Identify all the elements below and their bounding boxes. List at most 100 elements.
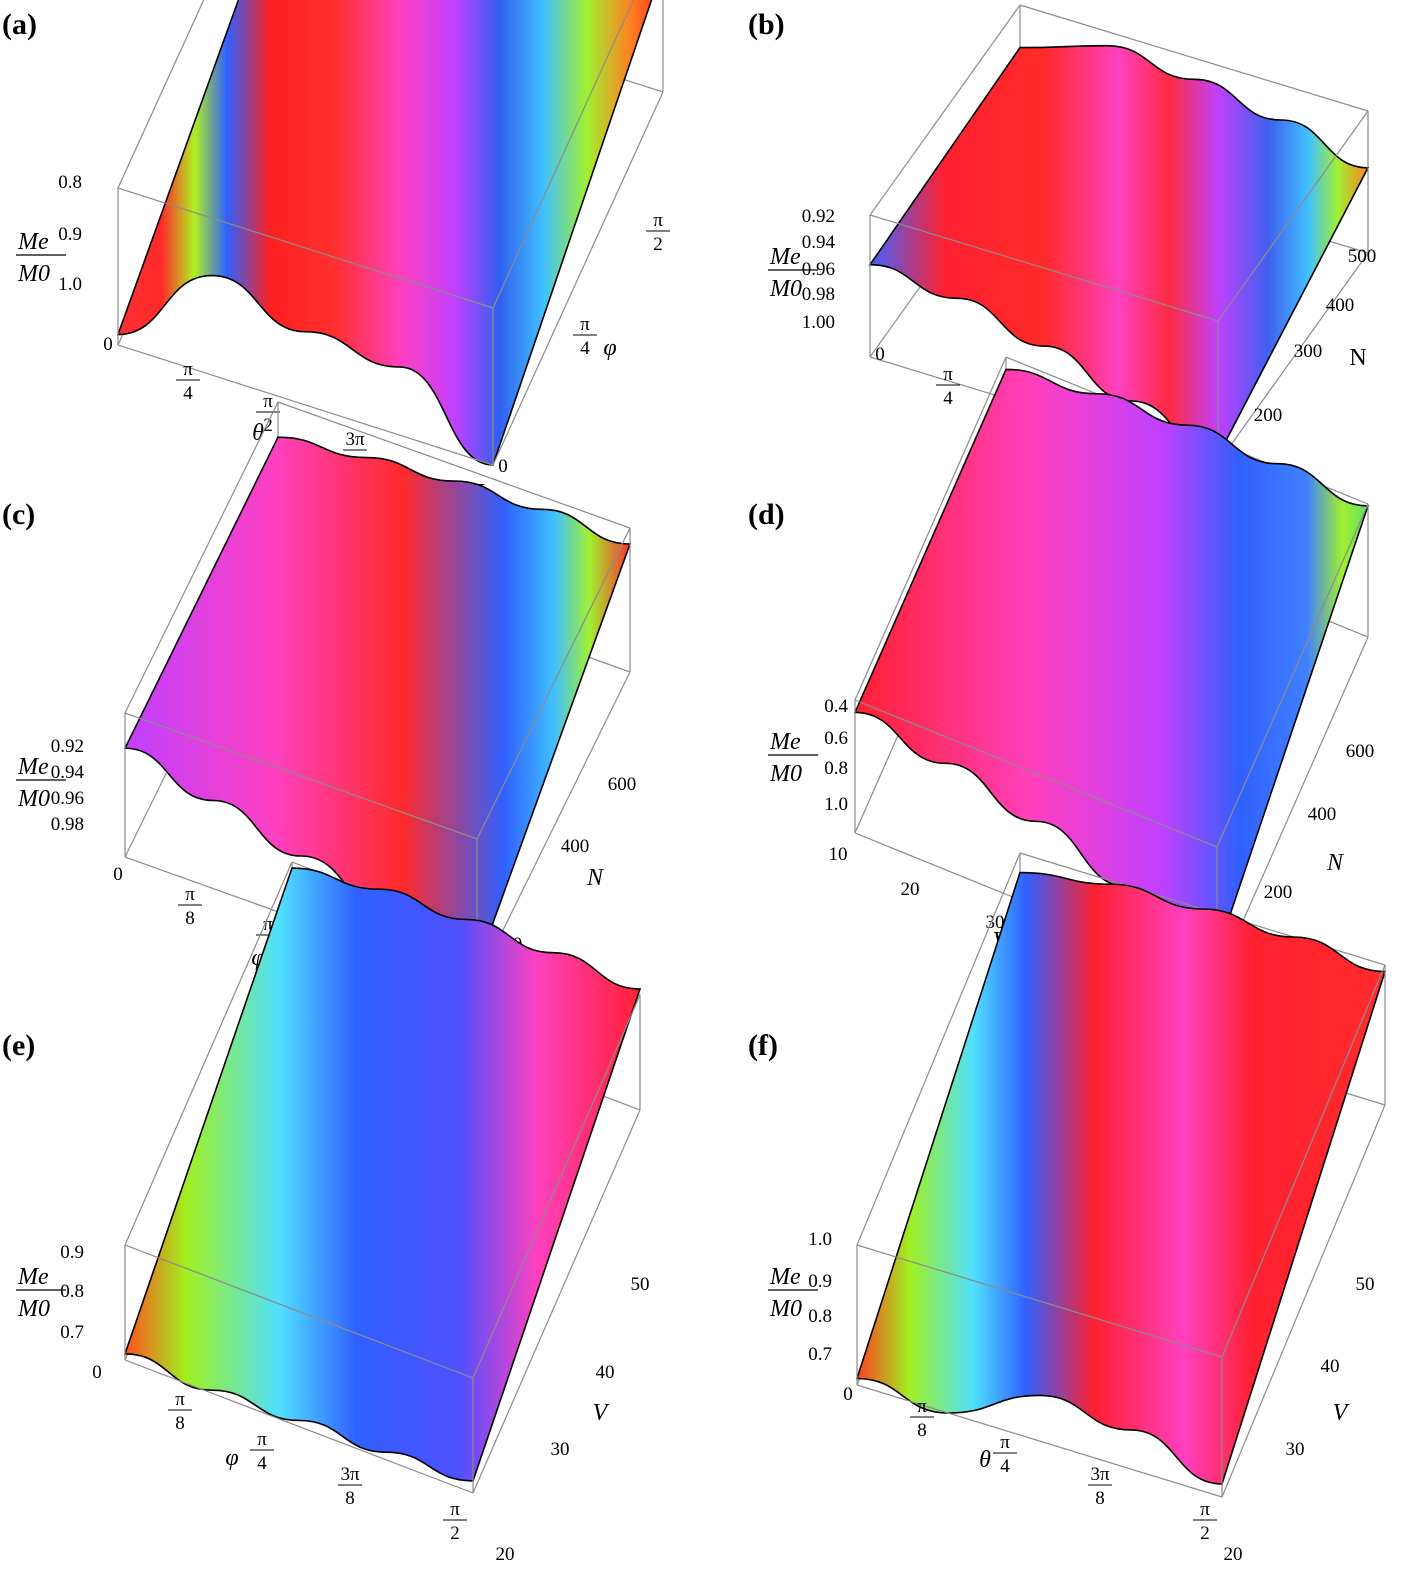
tick-label-x: π2 — [1193, 1499, 1217, 1544]
tick-denominator: 8 — [1095, 1488, 1105, 1509]
panel-c: (c)0π8π43π8π22004006000.920.940.960.98φN… — [2, 401, 637, 1029]
z-axis-label: Me M0 — [768, 729, 818, 787]
tick-value: 20 — [901, 879, 920, 900]
tick-value: 200 — [1264, 882, 1293, 903]
tick-value: 40 — [596, 1362, 615, 1383]
z-label-denominator: M0 — [769, 1296, 802, 1322]
z-label-numerator: Me — [769, 1264, 801, 1290]
tick-value: 0 — [875, 344, 885, 365]
z-label-denominator: M0 — [17, 261, 50, 287]
tick-denominator: 8 — [917, 1420, 927, 1441]
tick-label-x: 0 — [92, 1362, 102, 1383]
tick-denominator: 4 — [257, 1453, 267, 1474]
x-axis-label: θ — [252, 420, 264, 446]
panel-label: (d) — [748, 498, 785, 531]
box-edge — [854, 356, 1007, 701]
box-edge — [1217, 252, 1369, 464]
tick-numerator: π — [450, 1499, 460, 1520]
tick-label-x: 0 — [843, 1384, 853, 1405]
bounding-box-front — [117, 0, 664, 466]
tick-denominator: 2 — [263, 415, 273, 436]
y-axis-label: V — [1333, 1400, 1350, 1426]
tick-label-x: 0 — [103, 334, 113, 355]
tick-denominator: 8 — [185, 908, 195, 929]
z-axis-label: Me M0 — [16, 754, 66, 812]
tick-label-z: 1.0 — [58, 274, 82, 295]
tick-denominator: 4 — [1000, 1456, 1010, 1477]
tick-label-x: π8 — [178, 884, 202, 929]
box-edge — [856, 852, 1021, 1246]
z-label-numerator: Me — [769, 244, 801, 270]
tick-label-y: 30 — [1286, 1439, 1305, 1460]
tick-value: 500 — [1348, 246, 1377, 267]
tick-numerator: π — [175, 1389, 185, 1410]
tick-denominator: 2 — [1200, 1523, 1210, 1544]
tick-numerator: π — [1000, 1432, 1010, 1453]
tick-label-z: 0.9 — [58, 224, 82, 245]
tick-label-y: 0 — [498, 456, 508, 477]
tick-label-z: 0.92 — [51, 736, 84, 757]
x-axis-label: θ — [979, 1447, 991, 1473]
box-edge — [1221, 964, 1386, 1358]
tick-label-x: π8 — [168, 1389, 192, 1434]
box-edge — [472, 1109, 641, 1494]
tick-label-y: 400 — [561, 836, 590, 857]
tick-numerator: 3π — [345, 429, 365, 450]
tick-label-y: 40 — [596, 1362, 615, 1383]
box-edge — [124, 401, 279, 714]
box-edge — [124, 1244, 474, 1379]
tick-label-y: 50 — [1356, 1274, 1375, 1295]
box-edge — [1217, 110, 1369, 322]
box-edge — [854, 699, 1218, 848]
z-label-denominator: M0 — [769, 761, 802, 787]
tick-label-y: 20 — [1224, 1544, 1243, 1565]
tick-value: 0 — [843, 1384, 853, 1405]
x-axis-label: φ — [225, 1445, 238, 1471]
tick-label-y: 50 — [631, 1274, 650, 1295]
tick-label-z: 0.94 — [802, 232, 836, 253]
tick-label-y: 40 — [1321, 1356, 1340, 1377]
box-edge — [1216, 503, 1369, 848]
z-axis-label: Me M0 — [16, 1264, 66, 1322]
tick-label-z: 0.8 — [824, 758, 848, 779]
surface — [116, 0, 653, 466]
tick-label-z: 0.98 — [802, 284, 835, 305]
tick-denominator: 4 — [943, 388, 953, 409]
tick-label-x: π2 — [256, 391, 280, 436]
z-label-numerator: Me — [17, 754, 49, 780]
bounding-box-front — [856, 964, 1386, 1498]
tick-label-x: 10 — [829, 844, 848, 865]
box-edge — [869, 4, 1021, 216]
z-axis-label: Me M0 — [16, 229, 66, 287]
surface — [855, 871, 1387, 1485]
panel-label: (e) — [2, 1029, 35, 1062]
box-edge — [117, 0, 205, 189]
box-edge — [277, 401, 631, 529]
tick-value: 50 — [1356, 1274, 1375, 1295]
tick-label-z: 0.4 — [824, 696, 848, 717]
tick-value: 20 — [496, 1544, 515, 1565]
tick-value: 600 — [608, 774, 637, 795]
tick-numerator: π — [183, 359, 193, 380]
tick-label-y: 400 — [1308, 804, 1337, 825]
tick-value: 400 — [1308, 804, 1337, 825]
tick-label-z: 0.96 — [51, 788, 84, 809]
tick-label-y: 20 — [496, 1544, 515, 1565]
box-edge — [1221, 1104, 1386, 1498]
surface — [123, 436, 632, 968]
tick-label-z: 1.0 — [824, 794, 848, 815]
z-axis-label: Me M0 — [768, 244, 818, 302]
tick-numerator: π — [653, 210, 663, 231]
box-edge — [492, 91, 664, 466]
tick-denominator: 4 — [580, 338, 590, 359]
tick-label-z: 0.9 — [808, 1271, 832, 1292]
y-axis-label: V — [593, 1400, 610, 1426]
tick-label-x: π4 — [176, 359, 200, 404]
tick-label-y: 30 — [551, 1439, 570, 1460]
tick-label-z: 0.96 — [802, 259, 835, 280]
tick-numerator: π — [917, 1396, 927, 1417]
tick-value: 50 — [631, 1274, 650, 1295]
tick-value: 40 — [1321, 1356, 1340, 1377]
